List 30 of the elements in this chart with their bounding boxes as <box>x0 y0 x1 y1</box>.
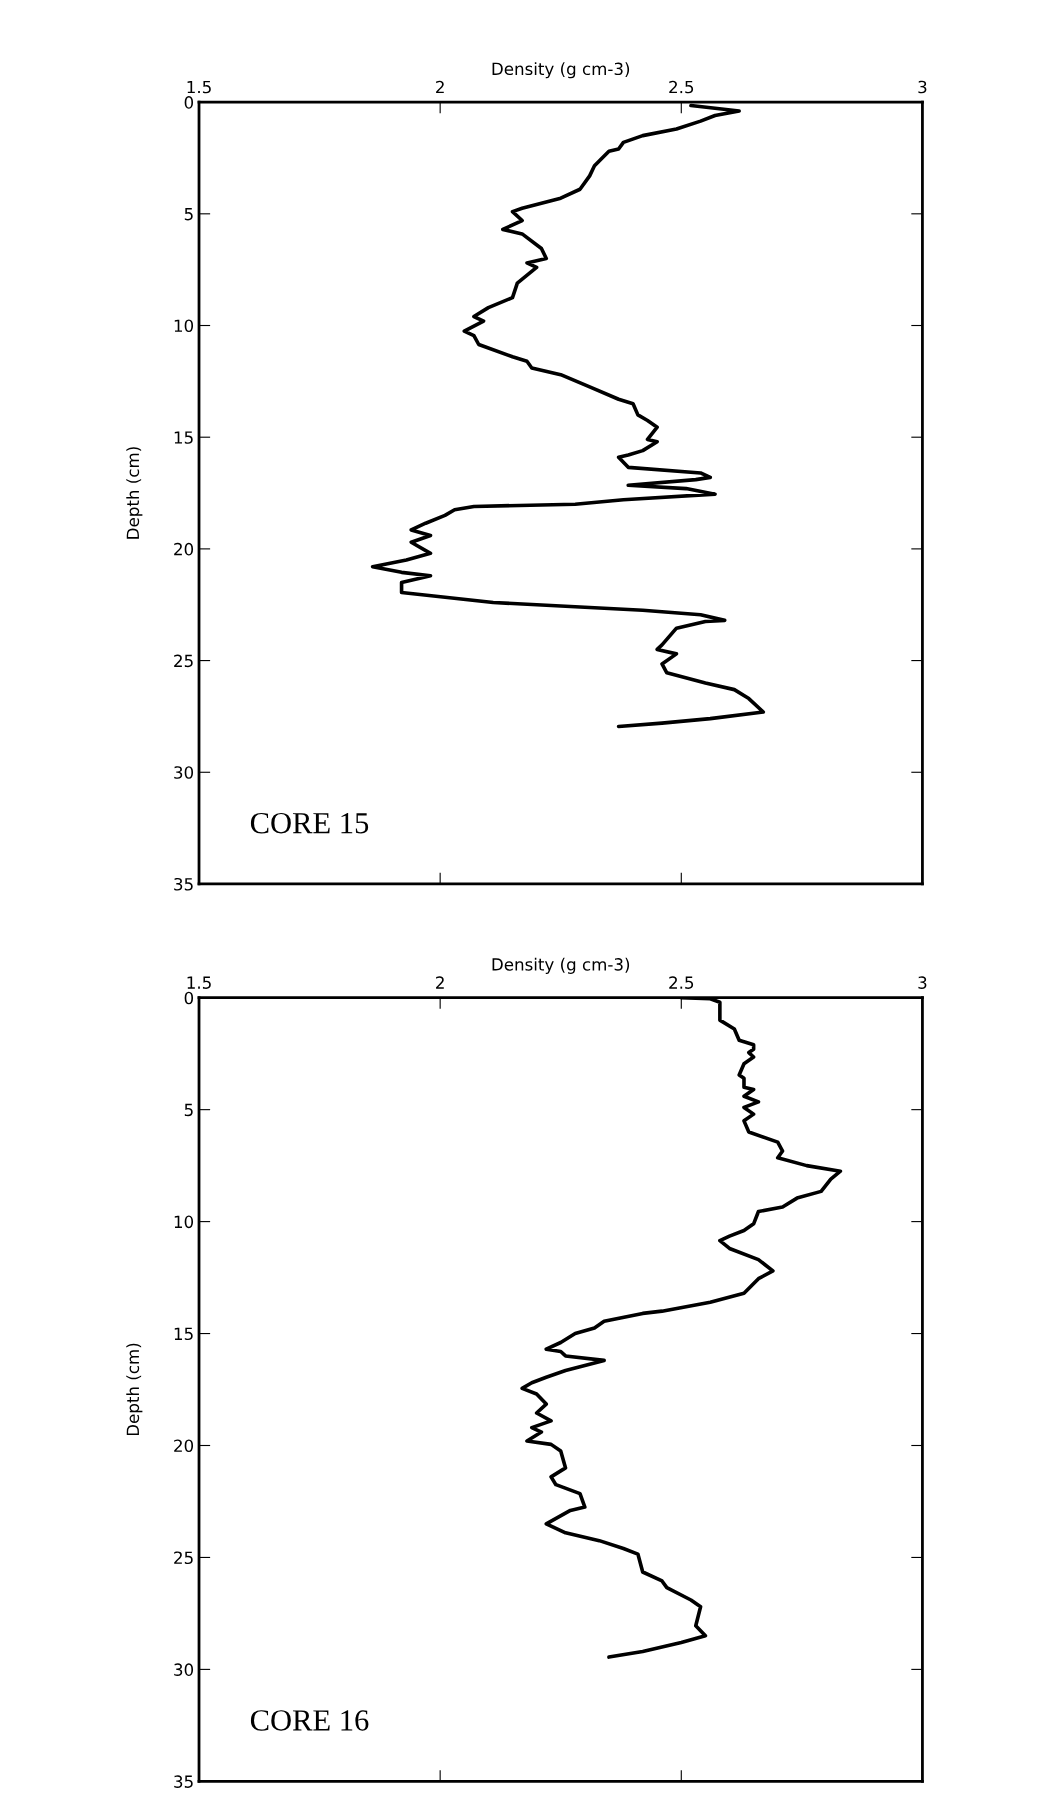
annotation: CORE 16 <box>250 1710 369 1731</box>
annotation: CORE 15 <box>250 812 369 834</box>
y-tick-label: 5 <box>184 1103 193 1117</box>
x-tick-label: 2.5 <box>669 976 694 989</box>
x-tick-label: 2 <box>436 976 444 989</box>
y-tick-label: 25 <box>174 654 193 668</box>
y-tick-label: 20 <box>174 542 194 556</box>
x-axis-title: Density (g cm-3) <box>492 957 630 974</box>
y-axis-title: Depth (cm) <box>126 447 143 539</box>
y-tick-label: 35 <box>174 1775 193 1788</box>
y-tick-label: 35 <box>174 877 193 891</box>
y-tick-label: 30 <box>174 1663 194 1676</box>
y-tick-label: 25 <box>174 1551 193 1565</box>
y-tick-label: 15 <box>174 431 193 444</box>
y-axis-title: Depth (cm) <box>126 1343 143 1436</box>
y-tick-label: 30 <box>174 766 194 779</box>
y-tick-label: 15 <box>174 1327 193 1341</box>
x-tick-label: 3 <box>918 976 927 989</box>
x-tick-label: 1.5 <box>187 976 211 989</box>
x-tick-label: 3 <box>918 80 927 94</box>
y-tick-label: 5 <box>184 208 193 221</box>
x-axis-title: Density (g cm-3) <box>492 62 630 79</box>
y-tick-label: 10 <box>174 1215 194 1229</box>
x-tick-label: 2 <box>436 80 444 94</box>
y-tick-label: 0 <box>184 991 194 1005</box>
y-tick-label: 10 <box>174 319 194 333</box>
y-tick-label: 20 <box>174 1439 194 1453</box>
x-tick-label: 1.5 <box>187 80 211 94</box>
y-tick-label: 0 <box>184 96 194 109</box>
x-tick-label: 2.5 <box>669 80 694 94</box>
